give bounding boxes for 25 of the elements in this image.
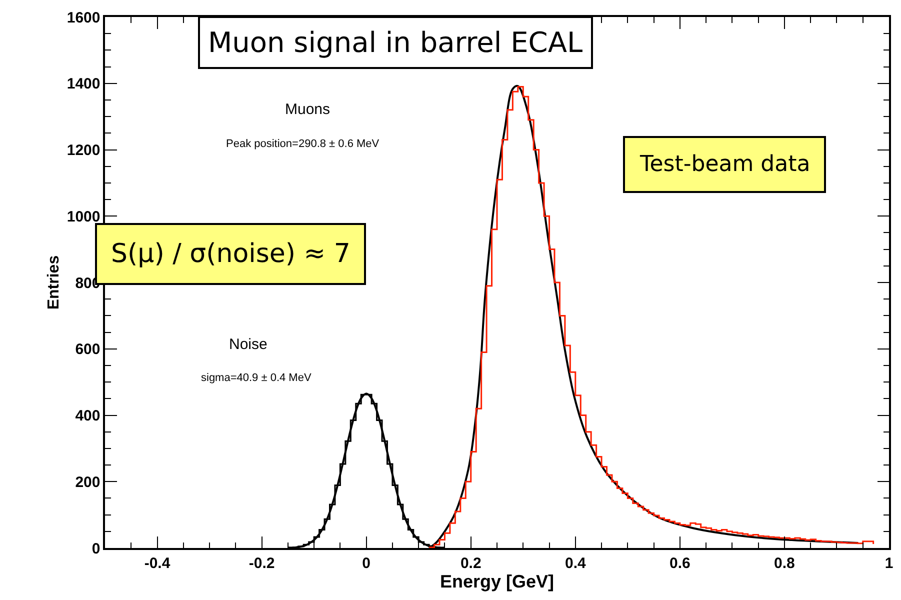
annotation: sigma=40.9 ± 0.4 MeV <box>201 372 312 384</box>
x-tick-label: 0.2 <box>460 554 482 572</box>
y-tick-label: 1000 <box>66 208 100 226</box>
x-tick-label: 0 <box>362 554 370 572</box>
annotation: Noise <box>229 336 268 353</box>
y-tick-label: 1200 <box>66 142 100 159</box>
annotation: Peak position=290.8 ± 0.6 MeV <box>226 138 380 150</box>
y-tick-label: 200 <box>75 474 100 491</box>
annotation: Test-beam data <box>639 152 810 177</box>
y-tick-label: 400 <box>75 408 100 424</box>
x-tick-label: 1 <box>884 554 894 572</box>
annotation: Muons <box>285 101 330 118</box>
x-tick-label: -0.4 <box>144 554 171 572</box>
x-tick-label: 0.6 <box>670 554 690 572</box>
y-tick-label: 0 <box>92 540 100 558</box>
annotation: S(μ) / σ(noise) ≈ 7 <box>111 239 350 269</box>
y-tick-label: 1600 <box>66 9 100 26</box>
x-tick-label: 0.8 <box>774 554 795 572</box>
x-tick-label: -0.2 <box>248 554 275 572</box>
x-axis-title: Energy [GeV] <box>440 572 554 592</box>
y-tick-label: 600 <box>75 341 100 358</box>
y-axis-title: Entries <box>45 255 62 310</box>
y-tick-label: 1400 <box>66 76 100 93</box>
chart-title: Muon signal in barrel ECAL <box>208 26 583 59</box>
x-tick-label: 0.4 <box>564 554 586 572</box>
